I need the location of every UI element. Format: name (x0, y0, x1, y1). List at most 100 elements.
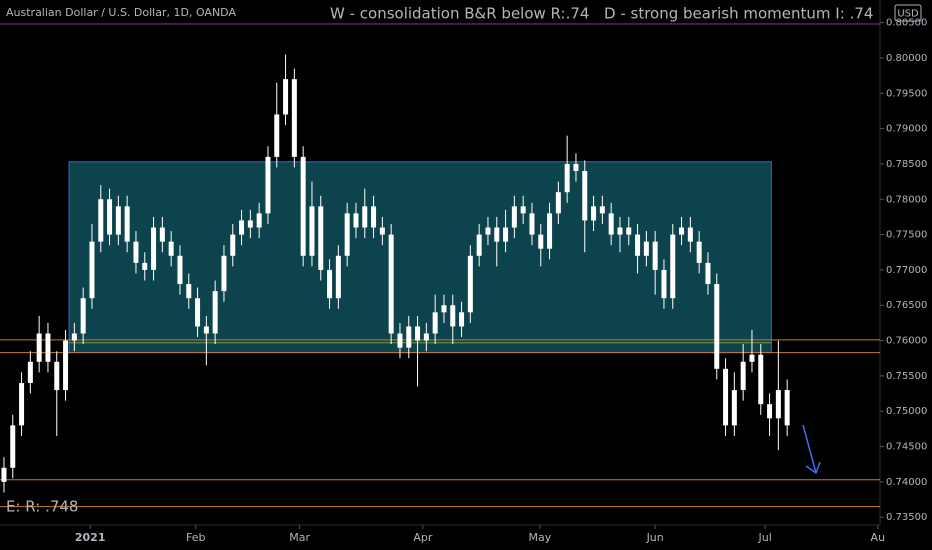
y-tick-label: 0.78500 (886, 159, 927, 170)
candle-body (256, 213, 262, 228)
candle-body (679, 227, 685, 235)
candle-body (696, 241, 702, 263)
candle-body (415, 326, 421, 341)
x-tick-label: Feb (186, 531, 205, 544)
candle-body (291, 79, 297, 157)
candle-body (362, 206, 368, 228)
candle-body (582, 170, 588, 221)
y-tick-label: 0.76000 (886, 336, 927, 347)
x-tick-label: Jun (646, 531, 664, 544)
candle-body (573, 163, 579, 171)
candle-body (124, 206, 130, 242)
candle-body (353, 213, 359, 228)
candle-body (591, 206, 597, 221)
candle-body (564, 163, 570, 193)
y-tick-label: 0.73500 (886, 512, 927, 523)
candle-body (494, 227, 500, 242)
x-tick-label: Mar (289, 531, 310, 544)
y-tick-label: 0.79500 (886, 88, 927, 99)
candle-body (168, 241, 174, 256)
candle-body (335, 255, 341, 299)
candle-body (723, 368, 729, 426)
y-tick-label: 0.76500 (886, 300, 927, 311)
candle-body (300, 156, 306, 256)
candle-body (423, 333, 429, 341)
y-tick-label: 0.75000 (886, 406, 927, 417)
candle-body (406, 326, 412, 348)
candle-body (115, 206, 121, 235)
candle-body (89, 241, 95, 299)
candle-body (758, 354, 764, 405)
candle-body (63, 340, 69, 391)
y-tick-label: 0.75500 (886, 371, 927, 382)
candle-body (670, 234, 676, 299)
candle-body (98, 199, 104, 242)
candle-body (230, 234, 236, 256)
candle-body (177, 255, 183, 285)
y-tick-label: 0.74500 (886, 442, 927, 453)
candle-body (151, 227, 157, 270)
candle-body (54, 361, 60, 391)
y-tick-label: 0.79000 (886, 124, 927, 135)
candle-body (626, 227, 632, 235)
candle-body (239, 220, 245, 235)
candle-body (547, 213, 553, 249)
candle-body (714, 284, 720, 369)
candle-body (538, 234, 544, 249)
candle-body (652, 241, 658, 270)
candle-body (432, 312, 438, 334)
candle-body (555, 192, 561, 214)
y-tick-label: 0.77500 (886, 230, 927, 241)
candle-body (203, 326, 209, 334)
candle-body (784, 390, 790, 426)
x-tick-label: 2021 (75, 531, 106, 544)
candle-body (133, 241, 139, 263)
candle-body (318, 206, 324, 270)
annotation: D - strong bearish momentum I: .74 (604, 5, 873, 23)
candle-body (643, 241, 649, 256)
currency-label: USD (897, 9, 919, 20)
candle-body (142, 262, 148, 270)
candle-body (212, 291, 218, 334)
candle-body (80, 298, 86, 334)
candle-body (731, 390, 737, 426)
y-tick-label: 0.80500 (886, 18, 927, 29)
candle-body (71, 333, 77, 341)
consolidation-zone (68, 161, 772, 354)
candle-body (687, 227, 693, 242)
candle-body (195, 298, 201, 327)
candle-body (740, 361, 746, 391)
x-tick-label: Au (871, 531, 886, 544)
candle-body (327, 269, 333, 299)
y-tick-label: 0.77000 (886, 265, 927, 276)
x-tick-label: Jul (758, 531, 772, 544)
candle-body (309, 206, 315, 256)
candle-body (511, 206, 517, 228)
annotation: E: R: .748 (6, 498, 78, 516)
annotation: W - consolidation B&R below R:.74 (330, 5, 589, 23)
candle-body (371, 206, 377, 228)
candle-body (529, 213, 535, 235)
candle-body (45, 333, 51, 362)
y-tick-label: 0.74000 (886, 477, 927, 488)
candle-body (27, 361, 33, 383)
candle-body (503, 227, 509, 242)
candle-body (247, 220, 253, 228)
candle-body (485, 227, 491, 235)
candle-body (476, 234, 482, 256)
candle-body (265, 156, 271, 214)
arrow (802, 424, 821, 475)
candle-body (10, 425, 16, 468)
candle-body (274, 114, 280, 157)
candle-body (107, 199, 113, 235)
candle-body (344, 213, 350, 256)
candle-body (19, 382, 25, 426)
candle-body (283, 79, 289, 115)
candle-body (459, 312, 465, 327)
candle-body (221, 255, 227, 292)
candle-body (159, 227, 165, 242)
candle-body (1, 467, 7, 482)
plot-area (0, 23, 880, 508)
candle-body (705, 262, 711, 285)
